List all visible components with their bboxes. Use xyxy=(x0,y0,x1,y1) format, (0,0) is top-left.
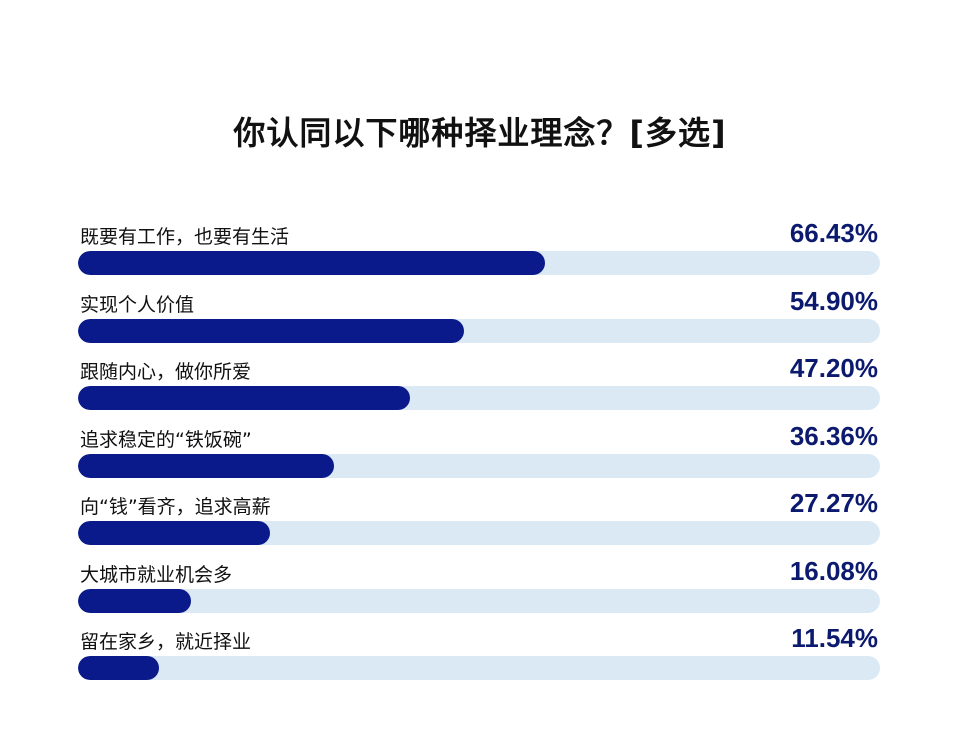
value-label: 11.54% xyxy=(791,623,878,653)
bar-track xyxy=(78,656,880,680)
category-label: 向“钱”看齐，追求高薪 xyxy=(80,496,271,518)
bar xyxy=(78,251,545,275)
category-label: 大城市就业机会多 xyxy=(80,563,233,586)
category-label: 实现个人价值 xyxy=(80,293,195,316)
bar xyxy=(78,521,270,545)
bar xyxy=(78,318,464,343)
category-label: 留在家乡，就近择业 xyxy=(80,631,252,653)
bar-track xyxy=(78,588,880,613)
bar-track xyxy=(78,251,880,275)
value-label: 47.20% xyxy=(789,353,878,383)
category-label: 跟随内心，做你所爱 xyxy=(80,361,252,383)
chart-title: 你认同以下哪种择业理念？[多选] xyxy=(233,114,727,152)
bar xyxy=(78,386,410,410)
category-label: 追求稳定的“铁饭碗” xyxy=(80,428,252,451)
value-label: 36.36% xyxy=(789,420,878,451)
bar xyxy=(78,656,159,680)
bar-track xyxy=(78,453,880,478)
category-label: 既要有工作，也要有生活 xyxy=(80,226,290,248)
bar xyxy=(78,453,334,478)
bar-track xyxy=(78,318,880,343)
bar-track xyxy=(78,386,880,410)
value-label: 27.27% xyxy=(789,488,878,518)
bar xyxy=(78,588,191,613)
value-label: 16.08% xyxy=(789,555,878,586)
bar-track xyxy=(78,521,880,545)
value-label: 54.90% xyxy=(789,285,878,316)
value-label: 66.43% xyxy=(789,218,878,248)
